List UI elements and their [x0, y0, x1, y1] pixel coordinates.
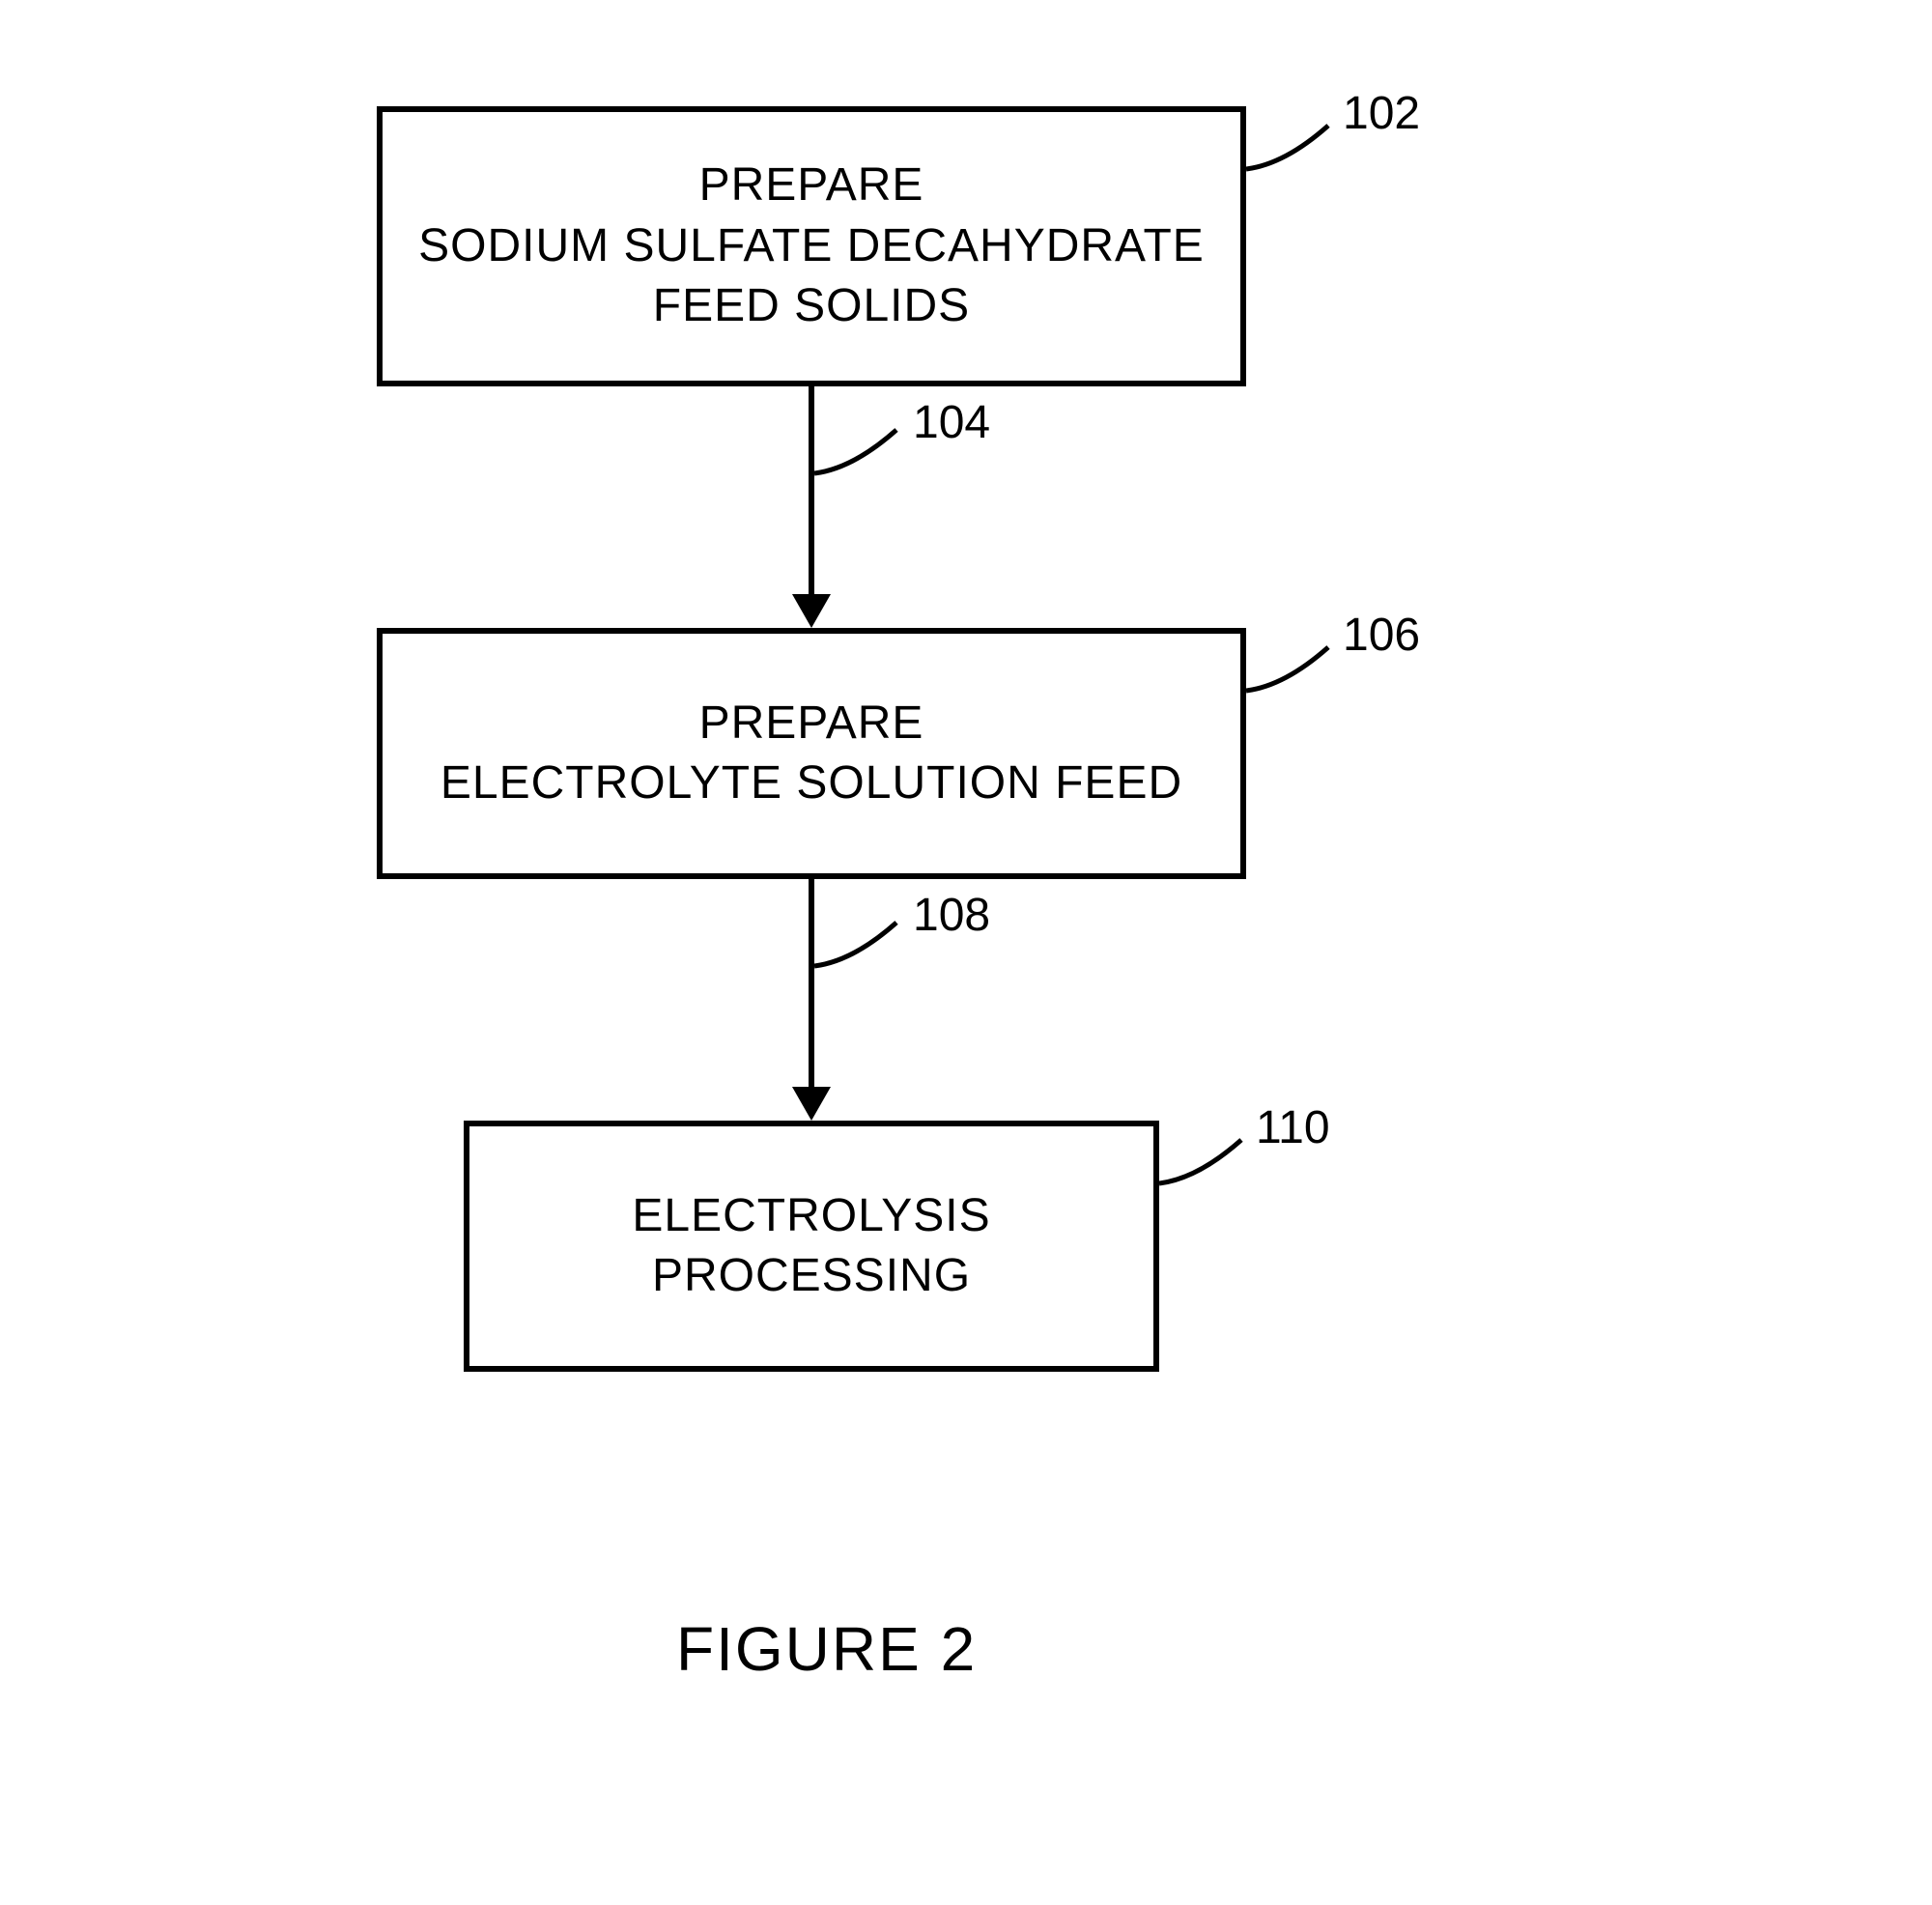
reference-label-108: 108	[913, 889, 990, 942]
figure-caption: FIGURE 2	[676, 1613, 977, 1685]
reference-label-104: 104	[913, 396, 990, 449]
box-text-line: PREPARE	[699, 694, 924, 753]
box-text-line: PROCESSING	[652, 1246, 971, 1306]
box-text-line: ELECTROLYTE SOLUTION FEED	[440, 753, 1182, 813]
reference-label-106: 106	[1343, 609, 1420, 662]
reference-label-102: 102	[1343, 87, 1420, 140]
box-text-line: PREPARE	[699, 156, 924, 215]
arrow-head-icon	[792, 1087, 831, 1121]
flowchart-box-prepare-decahydrate: PREPARE SODIUM SULFATE DECAHYDRATE FEED …	[377, 106, 1246, 386]
reference-label-110: 110	[1256, 1101, 1330, 1154]
box-text-line: ELECTROLYSIS	[632, 1186, 990, 1246]
flowchart-box-electrolyte-feed: PREPARE ELECTROLYTE SOLUTION FEED	[377, 628, 1246, 879]
arrow-head-icon	[792, 594, 831, 628]
flowchart-arrow	[809, 879, 814, 1092]
label-connector-106	[1246, 642, 1333, 700]
label-connector-110	[1159, 1135, 1246, 1193]
flowchart-box-electrolysis: ELECTROLYSIS PROCESSING	[464, 1121, 1159, 1372]
box-text-line: SODIUM SULFATE DECAHYDRATE	[418, 216, 1205, 276]
flowchart-container: PREPARE SODIUM SULFATE DECAHYDRATE FEED …	[319, 106, 1613, 1797]
label-connector-104	[814, 425, 901, 483]
label-connector-108	[814, 918, 901, 976]
label-connector-102	[1246, 121, 1333, 179]
box-text-line: FEED SOLIDS	[653, 276, 970, 336]
flowchart-arrow	[809, 386, 814, 599]
